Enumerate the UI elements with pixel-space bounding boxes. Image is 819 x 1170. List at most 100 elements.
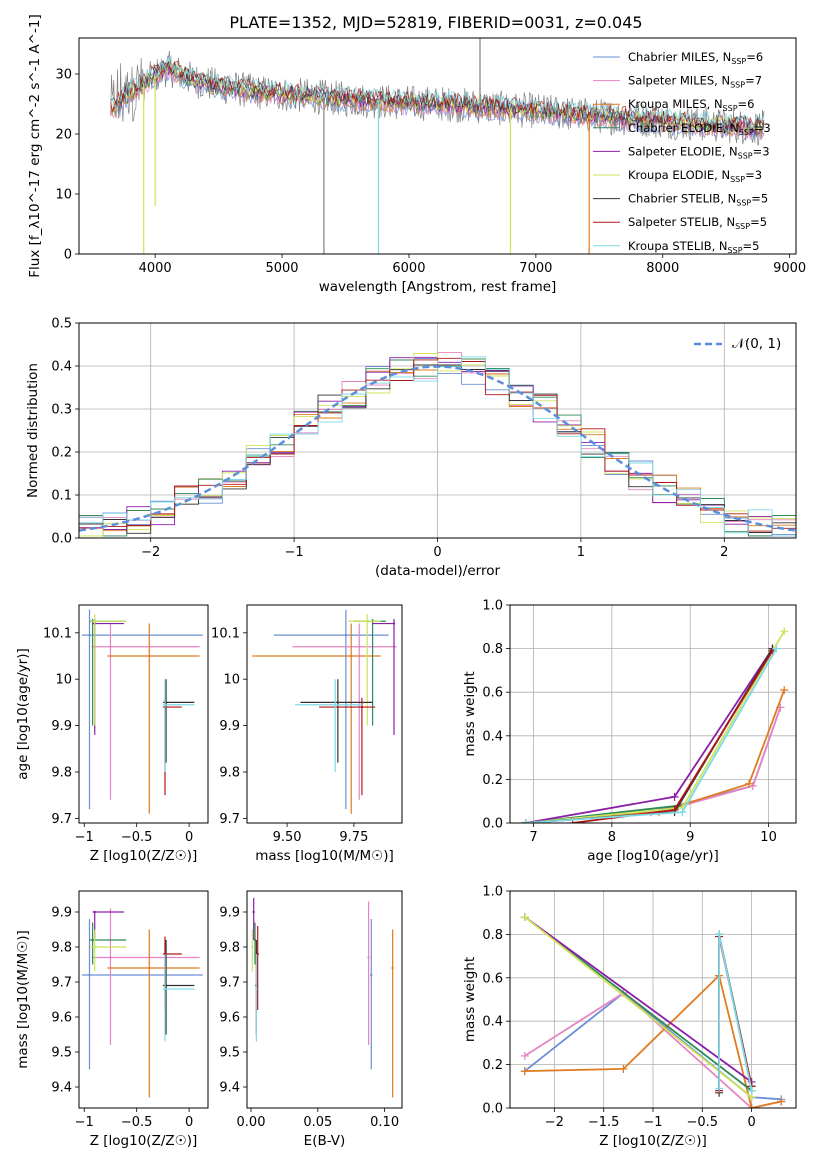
y-tick-label: 0.4 (482, 729, 503, 744)
x-axis-label: (data-model)/error (375, 563, 501, 579)
legend-n: =7 (745, 74, 762, 88)
marker-kroupa_stelib (521, 819, 530, 823)
y-tick-label: 0.5 (51, 317, 72, 332)
x-axis-label: age [log10(age/yr)] (587, 848, 719, 864)
x-axis-label: Z [log10(Z/Z☉)] (90, 848, 198, 864)
y-tick-label: 1.0 (482, 885, 503, 900)
x-tick-label: 0 (747, 1115, 755, 1130)
marker-kroupa_miles (520, 1067, 529, 1076)
y-axis-label: age [log10(age/yr)] (15, 648, 31, 780)
legend-subscript: SSP (736, 199, 751, 208)
plot-area (251, 898, 394, 1098)
point-salpeter_elodie (252, 910, 255, 914)
legend-label-kroupa_elodie: Kroupa ELODIE, NSSP=3 (628, 168, 762, 184)
point-salpeter_miles (358, 645, 361, 648)
y-tick-label: 0.4 (51, 360, 72, 375)
marker-kroupa_miles (777, 1097, 786, 1106)
legend-n: =3 (754, 121, 771, 135)
legend-label-salpeter_elodie: Salpeter ELODIE, NSSP=3 (628, 144, 770, 160)
x-tick-label: 0.00 (237, 1115, 266, 1130)
y-tick-label: 0.1 (51, 489, 72, 504)
x-tick-label: 0.05 (303, 1115, 332, 1130)
y-tick-label: 9.6 (51, 1011, 72, 1026)
point-salpeter_stelib (360, 705, 364, 709)
point-kroupa_stelib (163, 703, 167, 706)
x-tick-label: 1 (577, 545, 585, 560)
x-axis-label: Z [log10(Z/Z☉)] (599, 1133, 707, 1149)
legend-subscript: SSP (731, 57, 746, 66)
legend-subscript: SSP (728, 246, 743, 255)
y-tick-label: 0.8 (482, 928, 503, 943)
point-salpeter_miles (109, 956, 112, 959)
marker-kroupa_stelib (715, 1084, 724, 1093)
y-tick-label: 0.6 (482, 686, 503, 701)
y-tick-label: 0.2 (482, 1058, 503, 1073)
y-axis-label: Normed distribution (25, 363, 41, 498)
x-axis-label: E(B-V) (304, 1133, 346, 1149)
marker-salpeter_miles (520, 1051, 529, 1060)
legend-n: =3 (745, 168, 762, 182)
legend-label-chabrier_stelib: Chabrier STELIB, NSSP=5 (628, 192, 768, 208)
line-kroupa_elodie (524, 916, 753, 1098)
y-tick-label: 9.7 (51, 812, 72, 827)
point-chabrier_elodie (253, 938, 257, 942)
point-salpeter_miles (367, 956, 370, 959)
legend-n: =5 (743, 239, 760, 253)
x-tick-label: 9000 (773, 261, 806, 276)
x-tick-label: 7 (529, 830, 537, 845)
y-tick-label: 9.8 (51, 941, 72, 956)
x-tick-label: −1 (643, 1115, 662, 1130)
model-spectrum-kroupa_stelib (110, 54, 765, 130)
y-tick-label: 0.4 (482, 1015, 503, 1030)
x-axis-label: Z [log10(Z/Z☉)] (90, 1133, 198, 1149)
y-tick-label: 9.9 (219, 906, 240, 921)
y-tick-label: 0.0 (482, 1102, 503, 1117)
y-tick-label: 9.9 (51, 719, 72, 734)
y-tick-label: 9.9 (219, 719, 240, 734)
point-chabrier_elodie (91, 938, 94, 942)
legend-subscript: SSP (730, 81, 745, 90)
x-tick-label: 10 (760, 830, 777, 845)
marker-kroupa_stelib (715, 930, 724, 939)
y-tick-label: 9.4 (51, 1081, 72, 1096)
line-chabrier_miles (525, 707, 782, 823)
legend-label-salpeter_stelib: Salpeter STELIB, NSSP=5 (628, 215, 767, 231)
line-kroupa_elodie (525, 630, 785, 823)
y-tick-label: 0.2 (51, 446, 72, 461)
x-tick-label: −1 (75, 1115, 94, 1130)
marker-kroupa_stelib (678, 808, 687, 817)
y-tick-label: 10 (223, 673, 240, 688)
y-axis-label: mass [log10(M/M☉)] (15, 930, 31, 1069)
point-chabrier_stelib (336, 701, 340, 704)
point-salpeter_stelib (256, 952, 259, 956)
line-chabrier_miles (524, 991, 782, 1101)
legend-n: =5 (751, 192, 768, 206)
y-tick-label: 0.3 (51, 403, 72, 418)
y-tick-label: 0.6 (482, 971, 503, 986)
y-axis-label: mass weight (462, 957, 478, 1042)
plot-area (82, 908, 203, 1098)
point-kroupa_elodie (93, 620, 96, 623)
x-tick-label: −0.5 (121, 1115, 153, 1130)
y-tick-label: 9.8 (219, 765, 240, 780)
plot-area (110, 38, 765, 254)
legend-subscript: SSP (730, 175, 745, 184)
x-tick-label: −1 (75, 830, 94, 845)
x-axis-label: wavelength [Angstrom, rest frame] (319, 279, 557, 295)
x-tick-label: 9 (686, 830, 694, 845)
marker-kroupa_miles (619, 1064, 628, 1073)
legend-label-chabrier_elodie: Chabrier ELODIE, NSSP=3 (628, 121, 771, 137)
line-kroupa_stelib (718, 934, 753, 1091)
point-chabrier_miles (344, 633, 348, 637)
legend-n: =5 (750, 215, 767, 229)
point-kroupa_stelib (255, 987, 258, 991)
line-kroupa_miles (525, 689, 786, 823)
legend-label-normal: 𝒩(0, 1) (732, 336, 781, 352)
plot-area (79, 352, 796, 537)
marker-kroupa_stelib (747, 1086, 756, 1095)
x-tick-label: 6000 (392, 261, 425, 276)
y-tick-label: 9.4 (219, 1081, 240, 1096)
x-tick-label: 8000 (646, 261, 679, 276)
legend-label-chabrier_miles: Chabrier MILES, NSSP=6 (628, 50, 763, 66)
